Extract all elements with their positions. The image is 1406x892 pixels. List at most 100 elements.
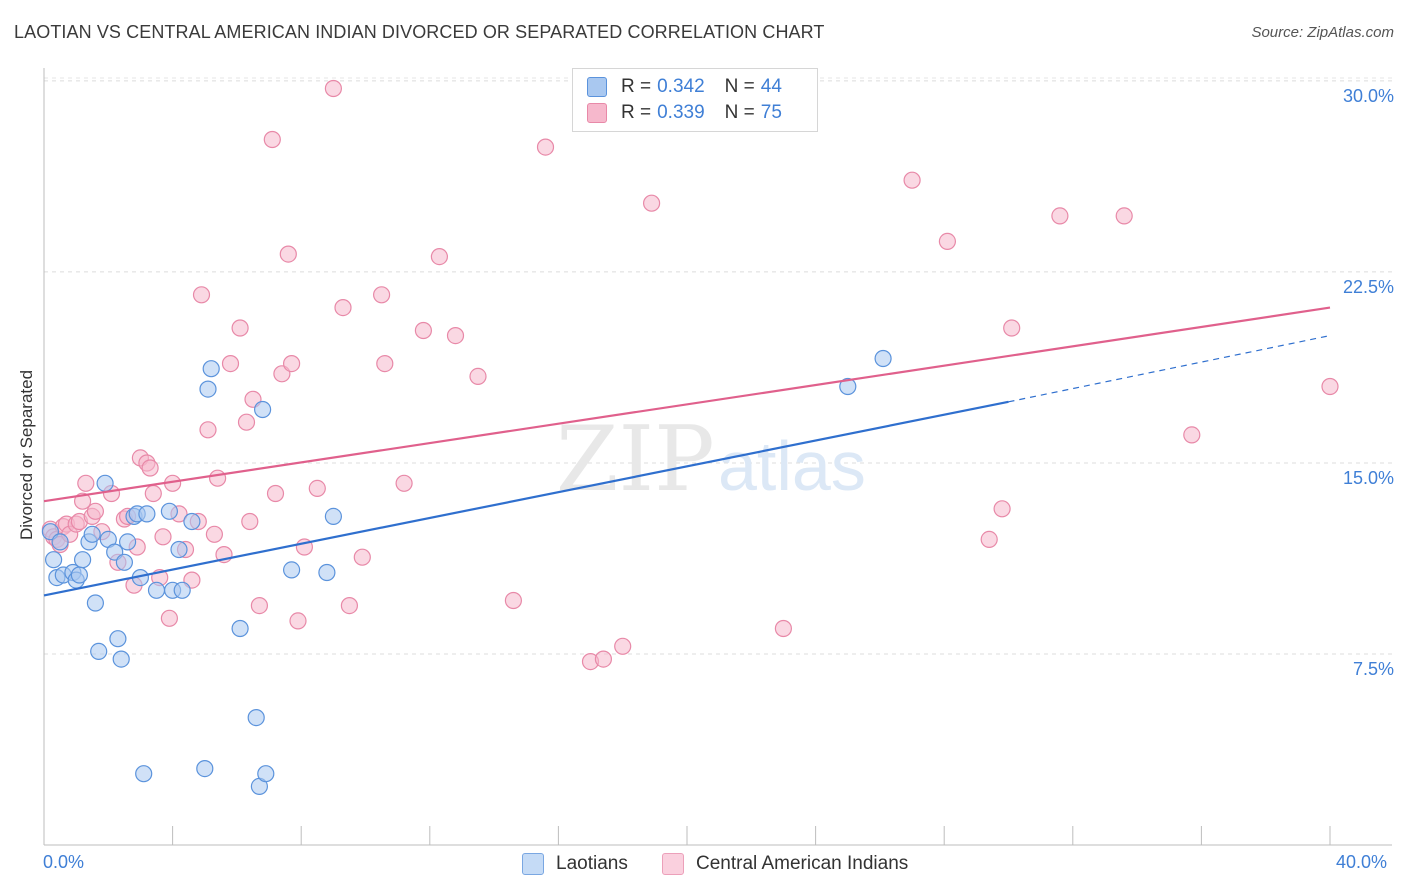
central-point-50 [308, 479, 326, 497]
laotian-point-12 [96, 474, 114, 492]
central-point-34 [205, 525, 223, 543]
legend-row-laotians: R = 0.342 N = 44 [587, 75, 782, 99]
laotian-point-24 [147, 581, 166, 599]
central-point-39 [237, 413, 256, 431]
central-point-73 [1051, 207, 1069, 225]
central-point-10 [77, 474, 95, 492]
central-point-47 [283, 355, 301, 373]
central-point-57 [414, 321, 432, 340]
central-point-76 [1321, 377, 1339, 396]
legend-r-value: 0.342 [657, 76, 705, 97]
central-point-26 [160, 609, 178, 627]
laotian-point-9 [83, 525, 101, 543]
legend-swatch-blue [587, 77, 607, 97]
legend-swatch-laotians [522, 853, 544, 875]
central-point-54 [373, 286, 391, 304]
y-tick-15: 15.0% [1342, 468, 1394, 488]
central-point-46 [279, 245, 297, 263]
central-point-62 [536, 138, 555, 156]
laotian-point-36 [254, 400, 272, 419]
y-tick-7-5: 7.5% [1352, 659, 1394, 679]
central-point-74 [1115, 207, 1133, 225]
laotian-point-33 [231, 619, 249, 638]
x-tick-min: 0.0% [43, 852, 85, 872]
y-axis-label: Divorced or Separated [17, 369, 36, 541]
central-point-70 [980, 530, 998, 549]
laotian-point-7 [73, 551, 92, 569]
laotian-point-16 [112, 650, 130, 668]
source-credit: Source: ZipAtlas.com [1251, 24, 1394, 41]
laotian-point-18 [118, 533, 137, 551]
laotian-point-37 [257, 765, 275, 783]
legend-swatch-pink [587, 103, 607, 123]
central-point-65 [614, 637, 632, 655]
legend-n-label: N = [724, 76, 755, 97]
laotian-point-30 [196, 759, 214, 778]
laotian-point-38 [283, 561, 301, 579]
x-tick-max: 40.0% [1336, 852, 1388, 872]
laotian-point-32 [202, 360, 220, 378]
bottom-legend-central[interactable]: Central American Indians [662, 852, 908, 876]
central-point-23 [144, 484, 162, 503]
central-point-51 [334, 299, 352, 317]
central-point-43 [263, 130, 281, 149]
laotian-trendline-extension [1008, 335, 1331, 403]
central-point-42 [250, 596, 268, 615]
central-point-35 [209, 469, 227, 487]
central-point-69 [938, 232, 957, 250]
central-point-37 [221, 355, 240, 373]
laotian-point-15 [109, 630, 127, 648]
laotian-point-22 [135, 765, 153, 783]
central-point-72 [1003, 319, 1021, 337]
central-point-53 [353, 548, 371, 566]
laotian-point-42 [874, 349, 892, 368]
central-point-58 [430, 248, 448, 266]
legend-r-value: 0.339 [657, 102, 705, 123]
legend-n-label: N = [724, 102, 755, 123]
legend-row-central: R = 0.339 N = 75 [587, 101, 782, 125]
laotian-point-40 [324, 507, 342, 526]
central-point-25 [154, 528, 172, 546]
laotian-point-39 [318, 563, 336, 582]
bottom-legend-laotians[interactable]: Laotians [522, 852, 628, 876]
central-point-40 [241, 512, 259, 531]
laotian-point-17 [115, 553, 134, 571]
central-point-38 [231, 319, 249, 337]
central-point-60 [469, 367, 487, 385]
central-point-44 [266, 484, 285, 503]
central-point-66 [642, 194, 661, 212]
legend-r-label: R = [621, 102, 652, 123]
laotian-point-10 [86, 594, 105, 612]
y-tick-22-5: 22.5% [1342, 277, 1394, 297]
watermark-zip: ZIP [556, 407, 715, 512]
central-point-52 [340, 596, 358, 615]
laotian-point-11 [90, 642, 108, 661]
legend-swatch-central [662, 853, 684, 875]
chart-title: LAOTIAN VS CENTRAL AMERICAN INDIAN DIVOR… [14, 22, 825, 42]
correlation-legend: R = 0.342 N = 44 R = 0.339 N = 75 [572, 68, 818, 132]
central-point-67 [774, 619, 793, 638]
central-point-33 [199, 421, 217, 439]
central-point-56 [395, 474, 413, 492]
laotian-point-31 [199, 380, 217, 398]
laotian-point-28 [173, 581, 191, 599]
legend-r-label: R = [621, 76, 652, 97]
central-point-59 [446, 327, 465, 345]
y-tick-30: 30.0% [1342, 86, 1394, 106]
laotian-point-41 [839, 377, 857, 396]
legend-n-value: 44 [760, 76, 782, 97]
laotian-trendline [43, 400, 1009, 597]
central-point-68 [903, 171, 921, 189]
laotian-point-25 [160, 502, 178, 520]
central-point-22 [141, 459, 159, 477]
central-point-12 [86, 502, 105, 520]
central-trendline [43, 306, 1331, 503]
laotian-point-6 [70, 566, 89, 584]
legend-n-value: 75 [760, 102, 782, 123]
central-point-55 [376, 355, 394, 373]
laotian-point-1 [44, 551, 63, 569]
central-point-32 [192, 286, 211, 304]
laotian-point-27 [170, 540, 188, 559]
laotian-point-23 [138, 505, 156, 523]
